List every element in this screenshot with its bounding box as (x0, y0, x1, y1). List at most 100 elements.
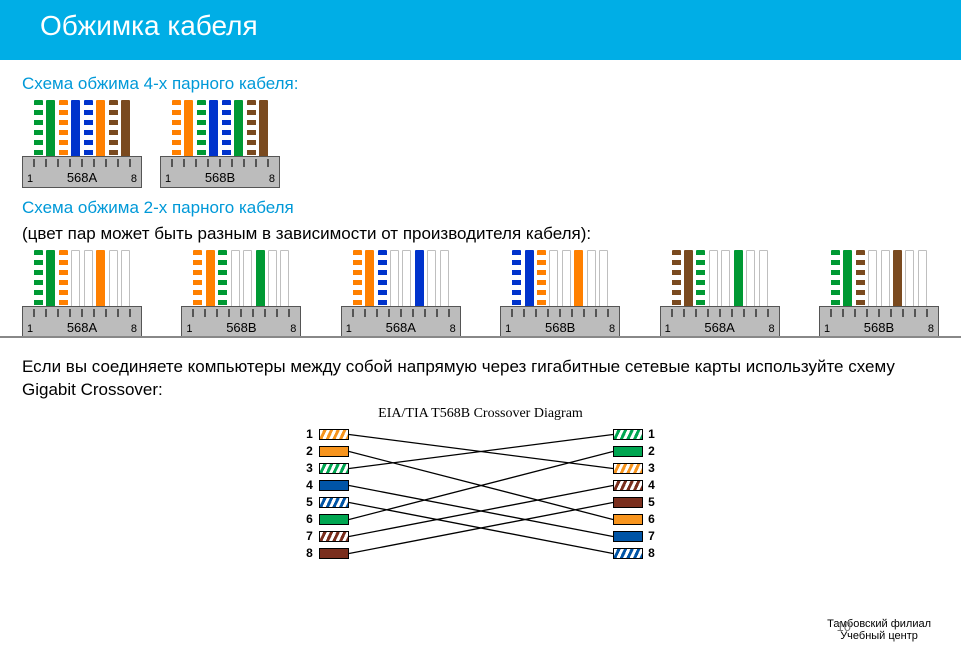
connector-568A: 18568A (22, 250, 142, 338)
wire (390, 250, 399, 310)
wire (268, 250, 277, 310)
color-swatch (319, 463, 349, 474)
crossover-column-left: 1 2 3 4 5 6 7 8 (291, 426, 349, 562)
pin-number: 1 (647, 427, 657, 441)
wire (905, 250, 914, 310)
section2-subtitle: (цвет пар может быть разным в зависимост… (22, 224, 939, 244)
color-swatch (613, 429, 643, 440)
wire (672, 250, 681, 310)
wire (46, 100, 55, 160)
wire (684, 250, 693, 310)
wire (525, 250, 534, 310)
wire (34, 250, 43, 310)
wire (574, 250, 583, 310)
wire (512, 250, 521, 310)
pin-number: 1 (305, 427, 315, 441)
pin-number: 6 (305, 512, 315, 526)
wire (696, 250, 705, 310)
wire (193, 250, 202, 310)
crossover-diagram: EIA/TIA T568B Crossover Diagram 12345678… (291, 406, 671, 562)
wire (843, 250, 852, 310)
pin-number: 7 (647, 529, 657, 543)
wire (84, 100, 93, 160)
color-swatch (319, 548, 349, 559)
crossover-row: 8 (613, 545, 671, 562)
wire (402, 250, 411, 310)
wire (184, 100, 193, 160)
wire (537, 250, 546, 310)
connector-label: 568A (661, 320, 779, 335)
color-swatch (613, 446, 643, 457)
crossover-row: 7 (291, 528, 349, 545)
crossover-row: 2 (613, 443, 671, 460)
wire (415, 250, 424, 310)
wire (172, 100, 181, 160)
connector-label: 568A (23, 320, 141, 335)
wire (353, 250, 362, 310)
crossover-row: 3 (613, 460, 671, 477)
pin-number: 2 (305, 444, 315, 458)
pin-number: 5 (305, 495, 315, 509)
crossover-lines (349, 426, 613, 562)
wire (259, 100, 268, 160)
rj45-jack: 18568B (819, 306, 939, 338)
wire (231, 250, 240, 310)
color-swatch (613, 548, 643, 559)
crossover-column-right: 12345678 (613, 426, 671, 562)
connector-label: 568B (182, 320, 300, 335)
pin-number: 8 (305, 546, 315, 560)
wire (121, 250, 130, 310)
connector-label: 568B (501, 320, 619, 335)
wire (256, 250, 265, 310)
crossover-paragraph: Если вы соединяете компьютеры между собо… (22, 356, 939, 402)
header-band: Обжимка кабеля (0, 0, 961, 60)
page-title: Обжимка кабеля (40, 10, 921, 42)
pin-number: 4 (305, 478, 315, 492)
color-swatch (319, 531, 349, 542)
wire (222, 100, 231, 160)
wire (121, 100, 130, 160)
two-pair-row: 18568A18568B18568A18568B18568A18568B (22, 250, 939, 338)
color-swatch (613, 480, 643, 491)
connector-label: 568A (342, 320, 460, 335)
color-swatch (613, 514, 643, 525)
color-swatch (319, 497, 349, 508)
wire (59, 100, 68, 160)
wire (71, 250, 80, 310)
wire (549, 250, 558, 310)
pin-number: 5 (647, 495, 657, 509)
wire (209, 100, 218, 160)
wire (881, 250, 890, 310)
wire (440, 250, 449, 310)
connector-568A: 18568A (660, 250, 780, 338)
baseline-rule (0, 336, 961, 338)
crossover-row: 4 (291, 477, 349, 494)
wire (562, 250, 571, 310)
wire (96, 250, 105, 310)
pin-number: 6 (647, 512, 657, 526)
color-swatch (319, 480, 349, 491)
wire (46, 250, 55, 310)
crossover-row: 7 (613, 528, 671, 545)
wire (71, 100, 80, 160)
content-area: Схема обжима 4-х парного кабеля: 18568A1… (0, 60, 961, 562)
connector-label: 568B (161, 170, 279, 185)
rj45-jack: 18568B (181, 306, 301, 338)
wire (243, 250, 252, 310)
wire (109, 100, 118, 160)
wire (746, 250, 755, 310)
pin-number: 3 (647, 461, 657, 475)
connector-568B: 18568B (500, 250, 620, 338)
color-swatch (319, 446, 349, 457)
connector-568B: 18568B (160, 100, 280, 188)
wire (218, 250, 227, 310)
pin-number: 7 (305, 529, 315, 543)
connector-568B: 18568B (181, 250, 301, 338)
two-pair-baseline: 18568A18568B18568A18568B18568A18568B (0, 250, 961, 338)
section2-title: Схема обжима 2-х парного кабеля (22, 198, 939, 218)
color-swatch (613, 497, 643, 508)
wire (709, 250, 718, 310)
wire (734, 250, 743, 310)
crossover-row: 3 (291, 460, 349, 477)
pin-number: 3 (305, 461, 315, 475)
